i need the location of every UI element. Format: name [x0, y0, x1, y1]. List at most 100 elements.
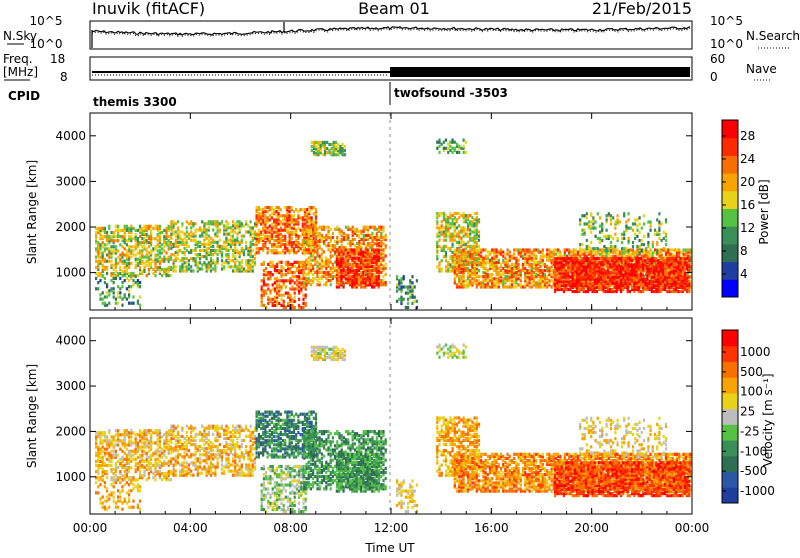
power-cell [371, 269, 373, 272]
power-cell [480, 281, 482, 284]
power-cell [613, 261, 615, 264]
power-cell [321, 252, 323, 255]
power-cell [409, 285, 411, 288]
power-cell [141, 270, 143, 273]
power-cell [195, 239, 197, 242]
power-cell [243, 267, 245, 270]
power-cell [650, 248, 652, 251]
power-cell [607, 276, 609, 279]
power-cell [102, 275, 104, 278]
power-cell [199, 249, 201, 252]
power-cell [152, 227, 154, 230]
power-cell [471, 253, 473, 256]
power-cell [463, 241, 465, 244]
power-cell [110, 279, 112, 282]
power-cell [291, 275, 293, 278]
power-cell [228, 253, 230, 256]
power-cell [409, 279, 411, 282]
power-cell [310, 263, 312, 266]
power-cell [275, 249, 277, 252]
power-cell [278, 222, 280, 225]
power-cell [310, 246, 312, 249]
power-cell [609, 272, 611, 275]
power-cell [289, 214, 291, 217]
power-cell [480, 275, 482, 278]
power-cell [95, 231, 97, 234]
power-cell [121, 285, 123, 288]
power-cell [315, 145, 317, 148]
power-cell [443, 245, 445, 248]
power-cell [476, 259, 478, 262]
power-cell [345, 226, 347, 229]
power-cell [214, 249, 216, 252]
power-cell [443, 239, 445, 242]
power-cell [325, 256, 327, 259]
power-cell [264, 220, 266, 223]
power-cell [478, 230, 480, 233]
power-cell [95, 247, 97, 250]
power-cell [148, 251, 150, 254]
power-cell [676, 248, 678, 251]
power-cell [275, 243, 277, 246]
power-cell [241, 259, 243, 262]
power-cell [356, 269, 358, 272]
power-cell [367, 238, 369, 241]
power-cell [272, 283, 274, 286]
power-cell [518, 248, 520, 251]
power-cell [504, 269, 506, 272]
power-cell [234, 255, 236, 258]
power-cell [199, 245, 201, 248]
power-cell [298, 275, 300, 278]
power-cell [201, 255, 203, 258]
power-cell [349, 263, 351, 266]
power-cell [113, 249, 115, 252]
power-cell [561, 257, 563, 260]
power-cell [493, 248, 495, 251]
power-cell [518, 277, 520, 280]
power-cell [113, 277, 115, 280]
power-cell [371, 232, 373, 235]
power-cell [474, 235, 476, 238]
power-cell [141, 227, 143, 230]
power-cell [308, 210, 310, 213]
power-cell [360, 275, 362, 278]
power-cell [556, 280, 558, 283]
power-cell [165, 268, 167, 271]
power-cell [212, 253, 214, 256]
power-cell [476, 248, 478, 251]
power-cell [260, 208, 262, 211]
power-cell [121, 260, 123, 263]
power-cell [367, 234, 369, 237]
power-cell [278, 251, 280, 254]
power-cell [364, 281, 366, 284]
power-cell [587, 282, 589, 285]
power-cell [447, 267, 449, 270]
power-cell [150, 225, 152, 228]
power-cell [269, 249, 271, 252]
power-cell [489, 279, 491, 282]
power-cell [199, 226, 201, 229]
power-cell [463, 263, 465, 266]
power-cell [108, 289, 110, 292]
power-cell [382, 265, 384, 268]
power-cell [250, 263, 252, 266]
power-cell [458, 271, 460, 274]
power-cell [398, 279, 400, 282]
power-cell [680, 251, 682, 254]
power-cell [378, 265, 380, 268]
power-cell [373, 275, 375, 278]
power-cell [342, 275, 344, 278]
power-cell [354, 244, 356, 247]
power-cell [482, 279, 484, 282]
power-cell [352, 230, 354, 233]
power-cell [261, 294, 263, 297]
power-cell [438, 239, 440, 242]
power-cell [336, 236, 338, 239]
power-cell [296, 287, 298, 290]
power-cell [308, 248, 310, 251]
power-cell [210, 249, 212, 252]
power-cell [225, 237, 227, 240]
power-cell [269, 229, 271, 232]
power-cell [319, 254, 321, 257]
